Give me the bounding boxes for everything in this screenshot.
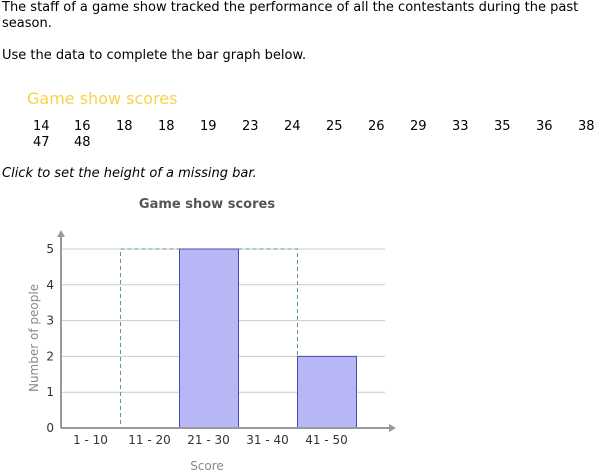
score-value: 26 bbox=[368, 119, 385, 134]
y-axis-arrow bbox=[57, 230, 65, 237]
score-value: 33 bbox=[452, 119, 469, 134]
chart-title: Game show scores bbox=[139, 197, 275, 212]
x-axis-label: Score bbox=[190, 459, 224, 472]
score-value: 38 bbox=[578, 119, 595, 134]
score-value: 36 bbox=[536, 119, 553, 134]
score-value: 23 bbox=[242, 119, 259, 134]
x-axis-arrow bbox=[389, 424, 396, 432]
score-value: 18 bbox=[158, 119, 175, 134]
x-tick-label: 11 - 20 bbox=[128, 433, 171, 447]
score-value: 19 bbox=[200, 119, 217, 134]
x-tick-label: 41 - 50 bbox=[305, 433, 348, 447]
score-value: 24 bbox=[284, 119, 301, 134]
score-value: 29 bbox=[410, 119, 427, 134]
y-tick-label: 3 bbox=[46, 314, 54, 328]
score-value: 14 bbox=[33, 119, 50, 134]
score-value: 48 bbox=[74, 135, 91, 150]
bar-41-50 bbox=[297, 355, 357, 429]
question-intro: The staff of a game show tracked the per… bbox=[2, 0, 579, 31]
score-value: 25 bbox=[326, 119, 343, 134]
y-tick-label: 2 bbox=[46, 349, 54, 363]
y-axis-label: Number of people bbox=[27, 284, 41, 392]
y-tick-label: 0 bbox=[46, 421, 54, 435]
question-instruction: Use the data to complete the bar graph b… bbox=[2, 48, 307, 63]
score-value: 35 bbox=[494, 119, 511, 134]
score-value: 18 bbox=[116, 119, 133, 134]
y-tick-label: 4 bbox=[46, 278, 54, 292]
y-tick-label: 5 bbox=[46, 242, 54, 256]
x-tick-label: 21 - 30 bbox=[187, 433, 230, 447]
missing-bar-31-40[interactable] bbox=[238, 248, 298, 429]
y-tick-label: 1 bbox=[46, 385, 54, 399]
axes bbox=[57, 230, 396, 432]
x-tick-label: 1 - 10 bbox=[73, 433, 108, 447]
y-tick-labels: 0 1 2 3 4 5 bbox=[46, 242, 54, 435]
x-tick-label: 31 - 40 bbox=[246, 433, 289, 447]
bar-graph: Game show scores 0 1 2 3 4 5 1 - 10 11 - 20 21 … bbox=[27, 197, 396, 472]
score-value: 16 bbox=[74, 119, 91, 134]
click-hint: Click to set the height of a missing bar… bbox=[2, 166, 257, 181]
bar-21-30 bbox=[179, 248, 239, 429]
x-tick-labels: 1 - 10 11 - 20 21 - 30 31 - 40 41 - 50 bbox=[73, 433, 348, 447]
missing-bar-11-20[interactable] bbox=[120, 248, 180, 429]
data-title: Game show scores bbox=[27, 89, 178, 108]
score-value: 47 bbox=[33, 135, 50, 150]
bars bbox=[179, 248, 357, 429]
